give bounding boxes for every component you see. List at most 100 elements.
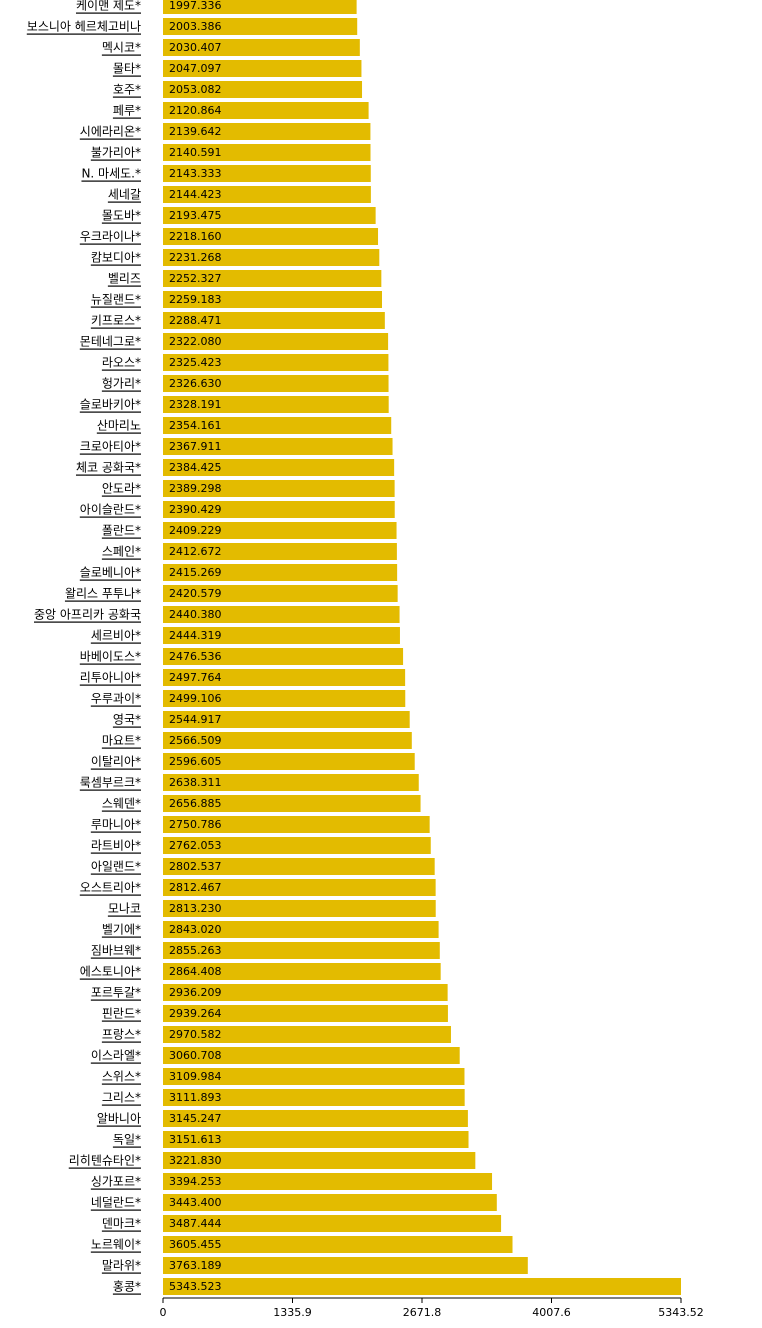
category-label[interactable]: 헝가리* [102,377,141,391]
category-label[interactable]: 우루과이* [91,692,141,706]
value-label: 3151.613 [169,1133,222,1146]
category-label[interactable]: 슬로베니아* [80,566,141,580]
category-label[interactable]: 포르투갈* [91,986,141,1000]
category-label[interactable]: 몰도바* [102,209,141,223]
bar [163,417,392,434]
category-label[interactable]: 크로아티아* [80,440,141,454]
category-label[interactable]: 루마니아* [91,818,141,832]
value-labels: 1997.336 2003.386 2030.407 2047.097 2053.082… [169,0,222,1293]
category-label[interactable]: 시에라리온* [80,125,141,139]
category-label[interactable]: 짐바브웨* [91,944,141,958]
bar [163,1047,460,1064]
category-label[interactable]: 스웨덴* [102,797,141,811]
category-label[interactable]: 덴마크* [102,1217,141,1231]
category-label[interactable]: 뉴질랜드* [91,293,141,307]
x-tick-label: 5343.52 [658,1306,704,1319]
value-label: 2193.475 [169,209,222,222]
category-label[interactable]: 호주* [113,83,141,97]
category-label[interactable]: 키프로스* [91,314,141,328]
category-label[interactable]: 캄보디아* [91,251,141,265]
category-label[interactable]: 스페인* [102,545,141,559]
category-label[interactable]: 우크라이나* [80,230,141,244]
bar [163,1089,465,1106]
category-label[interactable]: 몰타* [113,62,141,76]
bar [163,564,398,581]
bar [163,312,385,329]
category-label[interactable]: 네덜란드* [91,1196,141,1210]
category-label[interactable]: 안도라* [102,482,141,496]
category-label[interactable]: 리히텐슈타인* [69,1154,141,1168]
category-label[interactable]: 이탈리아* [91,755,141,769]
category-label[interactable]: 슬로바키아* [80,398,141,412]
category-label[interactable]: 라오스* [102,356,141,370]
value-label: 2444.319 [169,629,222,642]
category-label[interactable]: 이스라엘* [91,1049,141,1063]
category-label[interactable]: 룩셈부르크* [80,776,141,790]
bar [163,795,421,812]
category-label[interactable]: 멕시코* [102,41,141,55]
value-label: 5343.523 [169,1280,222,1293]
value-label: 2812.467 [169,881,222,894]
bar [163,900,436,917]
x-tick-label: 2671.8 [403,1306,442,1319]
bar [163,123,371,140]
value-label: 2326.630 [169,377,222,390]
value-label: 2354.161 [169,419,222,432]
category-label[interactable]: 리투아니아* [80,671,141,685]
category-label[interactable]: 싱가포르* [91,1175,141,1189]
category-label[interactable]: 오스트리아* [80,881,141,895]
category-label[interactable]: 그리스* [102,1091,141,1105]
value-label: 2053.082 [169,83,222,96]
category-label[interactable]: 중앙 아프리카 공화국 [34,608,141,622]
value-label: 2144.423 [169,188,222,201]
bar [163,81,363,98]
category-label[interactable]: 마요트* [102,734,141,748]
category-label[interactable]: 라트비아* [91,839,141,853]
category-label[interactable]: 독일* [113,1133,141,1147]
category-label[interactable]: 바베이도스* [80,650,141,664]
category-label[interactable]: 왈리스 푸투나* [65,587,141,601]
category-label[interactable]: 체코 공화국* [76,461,141,475]
value-label: 2328.191 [169,398,222,411]
category-label[interactable]: 보스니아 헤르체고비나 [27,20,141,34]
category-label[interactable]: 몬테네그로* [80,335,141,349]
category-label[interactable]: 핀란드* [102,1007,141,1021]
category-label[interactable]: 아일랜드* [91,860,141,874]
value-label: 2231.268 [169,251,222,264]
category-label[interactable]: 벨기에* [102,923,141,937]
category-label[interactable]: 스위스* [102,1070,141,1084]
value-label: 2566.509 [169,734,222,747]
category-label[interactable]: 프랑스* [102,1028,141,1042]
category-label[interactable]: 영국* [113,713,141,727]
category-label[interactable]: 아이슬란드* [80,503,141,517]
value-label: 2476.536 [169,650,222,663]
bar [163,753,415,770]
value-label: 2970.582 [169,1028,222,1041]
category-label[interactable]: 산마리노 [97,419,141,433]
category-label[interactable]: 세네갈 [108,188,141,202]
bar [163,39,360,56]
category-label[interactable]: 폴란드* [102,524,141,538]
value-label: 2802.537 [169,860,222,873]
category-label[interactable]: 불가리아* [91,146,141,160]
category-label[interactable]: 세르비아* [91,629,141,643]
value-label: 2544.917 [169,713,222,726]
value-label: 2939.264 [169,1007,222,1020]
category-label[interactable]: 케이맨 제도* [76,0,141,13]
category-label[interactable]: 페루* [113,104,141,118]
bar [163,606,400,623]
value-label: 2259.183 [169,293,222,306]
category-label[interactable]: 알바니아 [97,1112,141,1126]
category-label[interactable]: 노르웨이* [91,1238,141,1252]
category-label[interactable]: 말라위* [102,1259,141,1273]
category-label[interactable]: N. 마세도.* [81,167,141,181]
bar [163,60,362,77]
bar [163,669,406,686]
category-label[interactable]: 벨리즈 [108,272,141,286]
bar [163,291,383,308]
category-label[interactable]: 모나코 [108,902,141,916]
category-label[interactable]: 홍콩* [113,1280,141,1294]
bar [163,0,357,14]
category-label[interactable]: 에스토니아* [80,965,141,979]
bar [163,585,398,602]
